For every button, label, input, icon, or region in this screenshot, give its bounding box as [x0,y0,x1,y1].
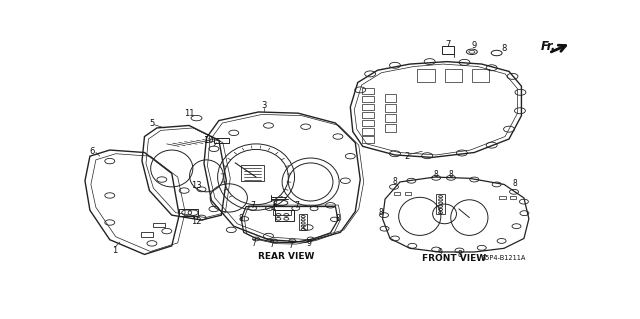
Text: FRONT VIEW: FRONT VIEW [422,254,486,263]
Text: 3: 3 [261,101,266,110]
Bar [362,120,374,126]
Text: 11: 11 [184,109,195,118]
Text: 8: 8 [273,200,277,209]
Text: Fr.: Fr. [541,41,556,53]
Bar [499,196,506,199]
Bar [214,138,229,143]
Text: 12: 12 [191,217,202,226]
Bar [154,223,165,227]
Bar [362,112,374,118]
Bar [241,165,264,181]
Text: 8: 8 [335,214,340,223]
Bar [275,210,294,220]
Text: 2: 2 [404,152,410,161]
Bar [472,69,489,83]
Bar [362,88,374,94]
Text: 8: 8 [434,170,438,179]
Bar [445,69,462,83]
Text: 9: 9 [307,239,312,248]
Text: 8: 8 [501,44,507,53]
Text: S5P4-B1211A: S5P4-B1211A [482,255,526,261]
Text: 13: 13 [191,181,202,190]
Bar [362,96,374,102]
Text: 7: 7 [294,201,299,210]
Text: 9: 9 [472,41,477,50]
Bar [362,128,374,135]
Bar [300,214,307,230]
Text: 8: 8 [449,170,453,179]
Bar [385,94,396,102]
Text: 7: 7 [288,241,292,249]
Bar [394,192,401,196]
Bar [273,210,291,215]
Text: 7: 7 [251,239,256,248]
Text: 7: 7 [269,240,274,249]
Text: 4: 4 [271,204,276,213]
Text: 7: 7 [250,201,255,210]
Bar [436,194,445,214]
Text: 6: 6 [90,147,95,156]
Text: 7: 7 [445,40,451,49]
Text: REAR VIEW: REAR VIEW [258,252,314,261]
Bar [141,232,153,237]
Bar [179,210,198,216]
Text: 8: 8 [392,177,397,187]
Text: 8: 8 [513,179,517,188]
Bar [510,196,516,199]
Bar [405,192,412,196]
Text: 9: 9 [438,248,442,257]
Text: 10: 10 [203,136,213,145]
Text: 1: 1 [112,246,117,255]
Text: 8: 8 [379,208,383,217]
Bar [385,124,396,132]
Text: 8: 8 [457,250,462,259]
Bar [417,69,435,83]
Bar [362,136,374,143]
Bar [442,46,454,54]
Bar [385,104,396,112]
Text: 8: 8 [239,214,244,223]
Bar [385,114,396,122]
Bar [362,104,374,110]
Text: 5: 5 [149,119,154,128]
